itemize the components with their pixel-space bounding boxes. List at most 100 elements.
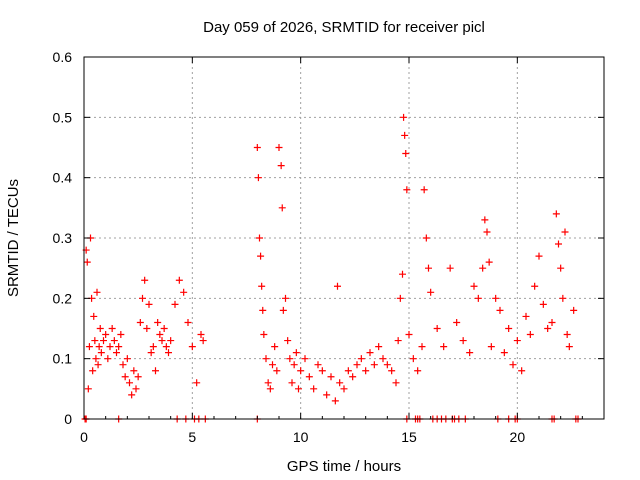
data-point: [405, 331, 413, 339]
data-point: [260, 331, 268, 339]
data-point: [310, 385, 318, 393]
data-point: [89, 367, 97, 375]
data-point: [84, 385, 92, 393]
data-point: [102, 331, 110, 339]
y-tick-label: 0.4: [53, 170, 73, 186]
data-point: [483, 228, 491, 236]
data-point: [278, 204, 286, 212]
data-point: [420, 186, 428, 194]
data-point: [500, 349, 508, 357]
data-point: [570, 306, 578, 314]
axes: 0 5 10 15 20 0 0.1 0.2 0.3 0.4 0.5 0.6: [53, 49, 605, 445]
data-point: [557, 264, 565, 272]
data-point: [370, 361, 378, 369]
data-point: [394, 337, 402, 345]
data-point: [277, 162, 285, 170]
data-point: [188, 343, 196, 351]
data-point: [130, 367, 138, 375]
data-point: [85, 343, 93, 351]
y-tick-label: 0: [64, 411, 72, 427]
data-point: [119, 361, 127, 369]
data-point: [253, 144, 261, 151]
data-point: [273, 367, 281, 375]
data-point: [383, 361, 391, 369]
data-point: [544, 325, 552, 332]
grid-layer: [84, 57, 604, 419]
data-point: [266, 385, 274, 393]
data-point: [113, 349, 120, 357]
data-point: [123, 355, 131, 363]
x-tick-label: 10: [293, 429, 309, 445]
chart-title: Day 059 of 2026, SRMTID for receiver pic…: [203, 19, 485, 36]
y-tick-label: 0.6: [53, 49, 73, 65]
data-point: [199, 337, 207, 345]
data-point: [565, 343, 573, 351]
data-point: [513, 337, 521, 345]
data-point: [327, 373, 335, 381]
data-point: [256, 234, 263, 242]
y-tick-label: 0.2: [53, 290, 73, 306]
data-point: [117, 331, 125, 339]
data-point: [184, 318, 192, 326]
data-point: [96, 325, 104, 332]
data-point: [275, 144, 283, 151]
data-point: [509, 361, 517, 369]
data-point: [128, 391, 136, 399]
data-point: [485, 258, 493, 266]
data-point: [288, 379, 296, 387]
data-point: [349, 373, 357, 381]
data-point: [446, 264, 454, 272]
data-point: [193, 379, 201, 387]
data-point: [314, 361, 322, 369]
data-point: [539, 300, 547, 308]
data-point: [323, 391, 331, 399]
data-point: [115, 343, 123, 351]
data-point: [295, 385, 302, 393]
data-point: [366, 349, 374, 357]
data-point: [257, 252, 265, 260]
data-point: [143, 325, 151, 332]
data-point: [362, 367, 370, 375]
data-point: [134, 373, 142, 381]
data-point: [136, 318, 144, 326]
data-point: [147, 349, 155, 357]
data-point: [141, 276, 149, 284]
data-point: [399, 270, 406, 278]
data-point: [518, 367, 526, 375]
data-point: [254, 174, 262, 182]
data-point: [535, 252, 543, 260]
data-point: [100, 337, 107, 345]
data-point: [290, 361, 298, 369]
data-point: [559, 294, 567, 302]
data-point: [505, 325, 513, 332]
data-point: [97, 349, 105, 357]
data-point: [126, 379, 133, 387]
data-point: [262, 355, 270, 363]
data-point: [459, 337, 467, 345]
data-point: [297, 367, 305, 375]
data-point: [496, 306, 504, 314]
data-point: [149, 343, 157, 351]
data-point: [180, 288, 188, 296]
data-point: [453, 318, 461, 326]
data-point: [336, 379, 344, 387]
data-point: [526, 331, 534, 339]
data-point: [139, 294, 146, 302]
data-point: [522, 312, 530, 320]
data-point: [93, 288, 101, 296]
data-point: [165, 349, 172, 357]
x-tick-label: 15: [401, 429, 417, 445]
data-point: [563, 331, 571, 339]
data-point: [269, 361, 276, 369]
data-point: [171, 300, 179, 308]
data-point: [392, 379, 400, 387]
data-point: [375, 343, 383, 351]
data-point: [388, 367, 396, 375]
data-point: [162, 343, 170, 351]
data-point: [160, 325, 168, 332]
y-tick-label: 0.5: [53, 109, 73, 125]
data-point: [425, 264, 432, 272]
data-point: [158, 337, 166, 345]
data-point: [167, 337, 175, 345]
data-point: [152, 367, 159, 375]
